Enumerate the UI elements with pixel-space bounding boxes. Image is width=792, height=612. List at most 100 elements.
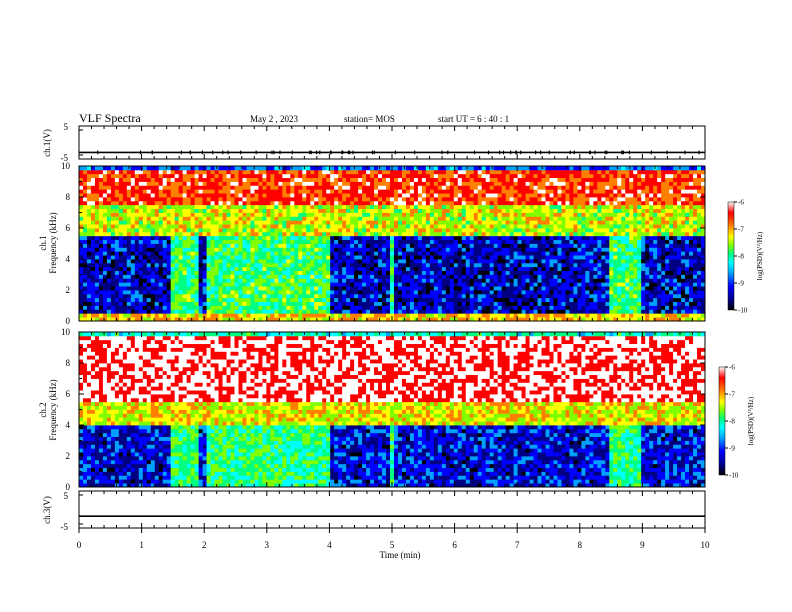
spectrogram-cell	[134, 282, 140, 287]
spectrogram-cell	[485, 255, 491, 260]
spectrogram-cell	[310, 189, 315, 194]
spectrogram-cell	[382, 266, 387, 272]
spectrogram-cell	[457, 235, 463, 241]
spectrogram-cell	[413, 200, 419, 206]
spectrogram-cell	[118, 177, 124, 182]
spectrogram-cell	[326, 290, 331, 295]
spectrogram-cell	[409, 243, 415, 248]
spectrogram-cell	[162, 251, 168, 256]
spectrogram-cell	[258, 181, 263, 186]
ch1-ytick-top: 5	[64, 122, 69, 132]
spectrogram-cell	[134, 224, 140, 229]
spectrogram-cell	[162, 177, 168, 182]
spectrogram-cell	[521, 301, 526, 306]
spectrogram-cell	[477, 313, 483, 318]
spectrogram-cell	[182, 173, 188, 179]
spectrogram-cell	[378, 313, 383, 318]
spectrogram-cell	[409, 200, 415, 206]
spectrogram-cell	[334, 270, 339, 275]
spectrogram-cell	[242, 216, 247, 221]
spectrogram-cell	[150, 278, 156, 283]
spectrogram-cell	[294, 193, 299, 198]
spectrogram-cell	[437, 282, 443, 287]
spectrogram-cell	[122, 313, 128, 318]
spectrogram-cell	[350, 189, 355, 194]
spectrogram-cell	[342, 301, 347, 306]
waveform-spike	[279, 150, 281, 155]
spectrogram-cell	[222, 274, 227, 279]
spectrogram-cell	[234, 166, 239, 171]
spectrogram-cell	[198, 278, 204, 283]
spectrogram-cell	[246, 200, 251, 206]
spectrogram-cell	[154, 313, 160, 318]
spectrogram-cell	[82, 297, 88, 303]
spectrogram-cell	[441, 313, 447, 318]
spectrogram-cell	[541, 204, 546, 210]
spectrogram-cell	[98, 262, 104, 268]
spectrogram-cell	[230, 259, 235, 264]
spectrogram-cell	[322, 231, 327, 237]
spectrogram-cell	[553, 220, 558, 225]
spectrogram-cell	[465, 239, 471, 244]
spectrogram-cell	[401, 251, 407, 256]
spectrogram-cell	[154, 255, 160, 260]
waveform-spike	[316, 150, 318, 155]
spectrogram-cell	[505, 166, 511, 171]
spectrogram-cell	[322, 181, 327, 186]
spectrogram-cell	[190, 231, 196, 237]
spectrogram-cell	[170, 220, 176, 225]
spectrogram-cell	[258, 204, 263, 210]
spectrogram-cell	[150, 259, 156, 264]
spectrogram-cell	[557, 282, 562, 287]
spectrogram-cell	[170, 278, 176, 283]
spectrogram-cell	[182, 185, 188, 190]
spectrogram-cell	[98, 204, 104, 210]
spectrogram-cell	[553, 169, 558, 175]
spectrogram-cell	[465, 262, 471, 268]
spectrogram-cell	[505, 173, 511, 179]
spectrogram-cell	[386, 301, 391, 306]
spectrogram-cell	[98, 239, 104, 244]
spectrogram-cell	[382, 216, 387, 221]
spectrogram-cell	[306, 301, 311, 306]
spectrogram-cell	[318, 313, 323, 318]
spectrogram-cell	[318, 255, 323, 260]
spectrogram-cell	[226, 177, 231, 182]
spectrogram-cell	[517, 278, 522, 283]
spectrogram-cell	[354, 220, 359, 225]
spectrogram-cell	[142, 173, 148, 179]
spectrogram-cell	[409, 247, 415, 252]
spectrogram-cell	[314, 297, 319, 303]
spectrogram-cell	[250, 282, 255, 287]
spectrogram-cell	[429, 293, 435, 299]
spectrogram-cell	[202, 185, 207, 190]
spectrogram-cell	[306, 282, 311, 287]
spectrogram-cell	[437, 309, 443, 314]
spectrogram-cell	[390, 208, 395, 213]
spectrogram-cell	[194, 185, 200, 190]
spectrogram-cell	[346, 266, 351, 272]
spectrogram-cell	[186, 290, 192, 295]
spectrogram-cell	[401, 212, 407, 217]
spectrogram-cell	[370, 282, 375, 287]
spectrogram-cell	[262, 228, 267, 233]
spectrogram-cell	[250, 216, 255, 221]
spectrogram-cell	[230, 177, 235, 182]
spectrogram-cell	[549, 220, 554, 225]
spectrogram-cell	[421, 243, 427, 248]
spectrogram-cell	[79, 181, 84, 186]
spectrogram-cell	[206, 282, 211, 287]
spectrogram-cell	[553, 317, 558, 322]
spectrogram-cell	[134, 247, 140, 252]
spectrogram-cell	[378, 166, 383, 171]
spectrogram-cell	[417, 251, 423, 256]
spectrogram-cell	[497, 208, 503, 213]
spectrogram-cell	[417, 197, 423, 202]
spectrogram-cell	[409, 181, 415, 186]
spectrogram-cell	[481, 297, 487, 303]
spectrogram-cell	[150, 301, 156, 306]
spectrogram-cell	[378, 193, 383, 198]
spectrogram-cell	[190, 197, 196, 202]
spectrogram-cell	[366, 169, 371, 175]
spectrogram-cell	[294, 309, 299, 314]
